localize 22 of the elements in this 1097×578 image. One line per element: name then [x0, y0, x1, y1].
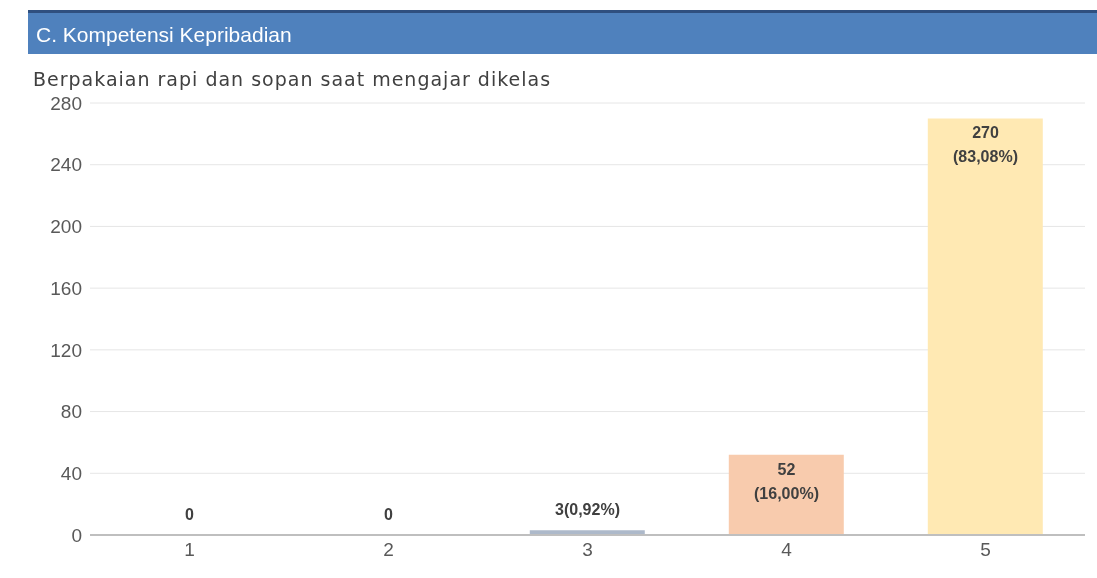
y-tick-label: 160 — [50, 277, 82, 299]
data-label: 0 — [185, 506, 195, 523]
bar — [728, 454, 844, 535]
data-label: 3(0,92%) — [555, 501, 620, 519]
chart-title: C. Kompetensi Kepribadian — [28, 10, 1097, 54]
y-tick-label: 120 — [50, 339, 82, 361]
chart-subtitle: Berpakaian rapi dan sopan saat mengajar dikelas — [33, 68, 552, 90]
y-tick-label: 240 — [50, 154, 82, 176]
x-tick-label: 4 — [781, 539, 793, 561]
data-label: 0 — [384, 506, 394, 523]
y-tick-label: 280 — [50, 92, 82, 114]
data-label: 270 (83,08%) — [953, 124, 1018, 166]
y-tick-label: 40 — [60, 463, 82, 485]
bar — [927, 118, 1043, 535]
x-tick-label: 2 — [383, 539, 394, 561]
y-tick-label: 80 — [60, 401, 82, 423]
data-label: 52 (16,00%) — [754, 460, 819, 502]
y-tick-label: 0 — [71, 524, 82, 546]
y-tick-label: 200 — [50, 216, 82, 238]
x-tick-label: 3 — [582, 539, 593, 561]
x-tick-label: 1 — [184, 539, 195, 561]
x-tick-label: 5 — [980, 539, 991, 561]
